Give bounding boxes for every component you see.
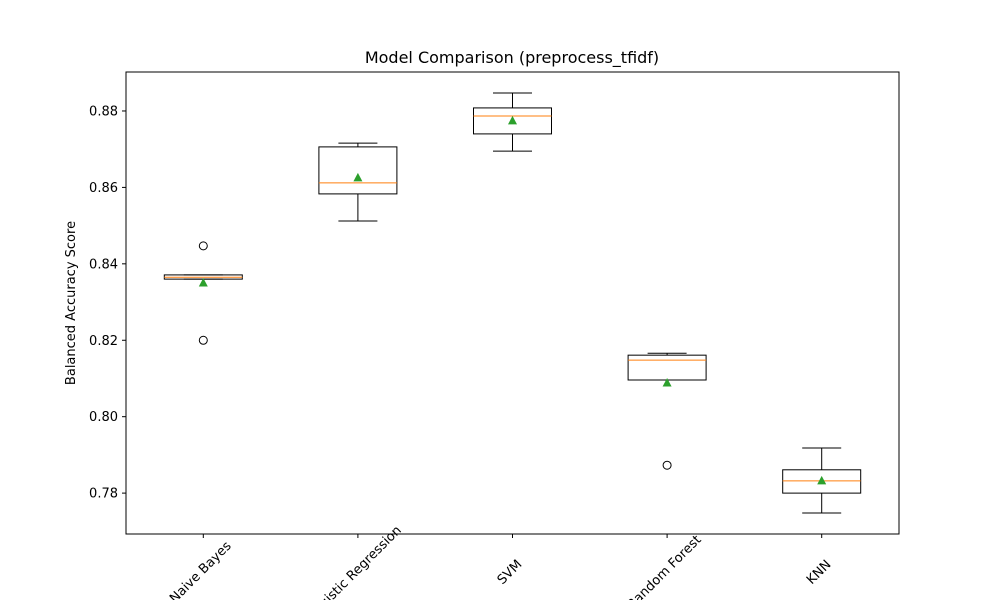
x-tick-label: KNN — [804, 557, 834, 587]
outlier — [198, 241, 208, 251]
outlier — [662, 460, 672, 470]
y-tick-label: 0.82 — [89, 334, 118, 349]
y-tick-label: 0.88 — [89, 104, 118, 119]
y-tick-label: 0.80 — [89, 410, 118, 425]
x-tick-label: SVM — [495, 557, 526, 588]
box — [782, 469, 862, 494]
y-tick-label: 0.86 — [89, 181, 118, 196]
mean-marker — [508, 115, 517, 125]
outlier — [198, 335, 208, 345]
box — [627, 354, 707, 381]
y-tick-label: 0.84 — [89, 257, 118, 272]
x-tick-label: Logistic Regression — [306, 523, 405, 600]
chart-title: Model Comparison (preprocess_tfidf) — [365, 48, 659, 68]
box — [318, 146, 398, 195]
box — [473, 107, 552, 135]
x-tick-label: Random Forest — [625, 533, 705, 600]
mean-marker — [817, 475, 827, 485]
y-tick-label: 0.78 — [89, 487, 118, 502]
y-axis-label: Balanced Accuracy Score — [64, 221, 79, 385]
x-tick-label: Naive Bayes — [167, 539, 235, 600]
mean-marker — [662, 378, 672, 387]
mean-marker — [353, 172, 363, 182]
mean-marker — [198, 277, 208, 287]
